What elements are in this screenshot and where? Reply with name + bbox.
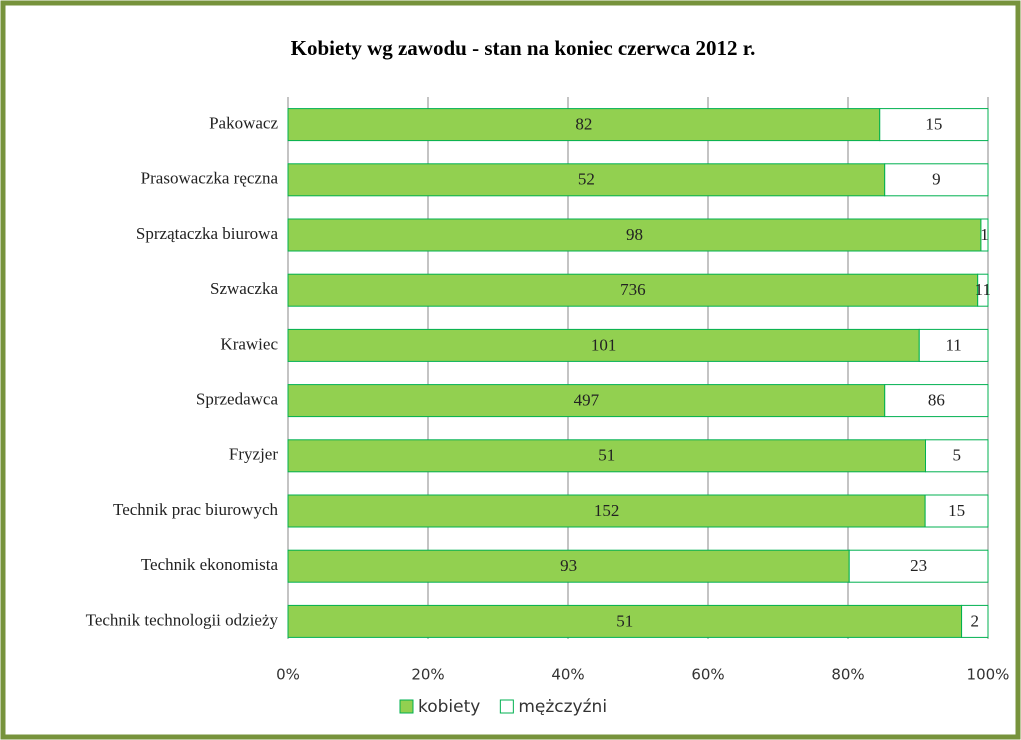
data-label: 86 — [928, 391, 945, 410]
chart-title: Kobiety wg zawodu - stan na koniec czerw… — [291, 36, 756, 60]
y-tick-label: Technik ekonomista — [141, 555, 279, 574]
bar-segment — [287, 218, 982, 252]
data-label: 82 — [575, 115, 592, 134]
data-label: 52 — [578, 170, 595, 189]
bar-segment — [287, 439, 926, 473]
y-tick-label: Fryzjer — [229, 445, 278, 464]
bar-segment — [924, 494, 989, 528]
data-label: 23 — [910, 556, 927, 575]
bar-segment — [287, 494, 926, 528]
y-tick-label: Pakowacz — [209, 114, 278, 133]
legend-swatch — [399, 699, 414, 714]
data-label: 1 — [980, 225, 989, 244]
bar-segment — [287, 604, 963, 638]
data-label: 5 — [953, 446, 962, 465]
bar-segment — [977, 273, 989, 307]
legend-swatch — [499, 699, 514, 714]
data-label: 9 — [932, 170, 941, 189]
data-label: 101 — [591, 335, 617, 354]
y-tick-label: Technik prac biurowych — [113, 500, 278, 519]
y-tick-label: Technik technologii odzieży — [86, 610, 279, 629]
data-label: 2 — [971, 611, 980, 630]
data-label: 93 — [560, 556, 577, 575]
y-tick-label: Prasowaczka ręczna — [141, 169, 279, 188]
bar-segment — [884, 163, 989, 197]
x-tick-label: 80% — [831, 666, 864, 684]
data-label: 98 — [626, 225, 643, 244]
bar-segment — [961, 604, 989, 638]
bar-segment — [287, 273, 979, 307]
bar-segment — [848, 549, 989, 583]
bar-segment — [980, 218, 989, 252]
bar-segment — [918, 328, 989, 362]
x-tick-label: 40% — [551, 666, 584, 684]
bar-segment — [925, 439, 989, 473]
legend-label: mężczyźni — [518, 697, 607, 717]
bar-segment — [884, 384, 989, 418]
bar-segment — [879, 108, 989, 142]
bar-segment — [287, 549, 850, 583]
data-label: 11 — [945, 335, 961, 354]
data-label: 15 — [925, 115, 942, 134]
data-label: 51 — [616, 611, 633, 630]
data-label: 15 — [948, 501, 965, 520]
data-label: 152 — [594, 501, 620, 520]
x-tick-label: 0% — [276, 666, 300, 684]
x-tick-label: 20% — [411, 666, 444, 684]
data-label: 51 — [598, 446, 615, 465]
y-tick-label: Sprzedawca — [196, 390, 279, 409]
data-label: 11 — [975, 280, 991, 299]
x-tick-label: 100% — [967, 666, 1010, 684]
y-tick-label: Szwaczka — [210, 279, 278, 298]
legend-label: kobiety — [418, 697, 480, 717]
bar-segment — [287, 384, 886, 418]
data-label: 736 — [620, 280, 646, 299]
y-tick-label: Krawiec — [220, 334, 278, 353]
data-label: 497 — [574, 391, 600, 410]
y-tick-label: Sprzątaczka biurowa — [136, 224, 279, 243]
x-tick-label: 60% — [691, 666, 724, 684]
bar-segment — [287, 328, 920, 362]
bar-segment — [287, 163, 886, 197]
